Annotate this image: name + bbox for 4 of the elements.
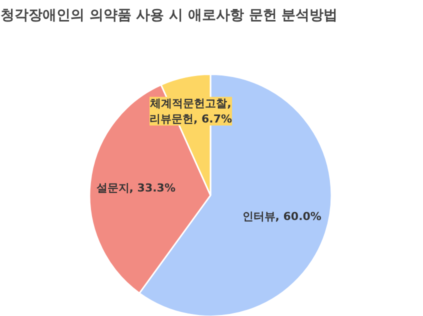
slice-label: 설문지, 33.3% [95, 182, 176, 195]
slice-label: 체계적문헌고찰, 리뷰문헌, 6.7% [149, 96, 232, 126]
chart-title: 청각장애인의 의약품 사용 시 애로사항 문헌 분석방법 [0, 8, 338, 24]
slice-label: 인터뷰, 60.0% [242, 210, 322, 223]
